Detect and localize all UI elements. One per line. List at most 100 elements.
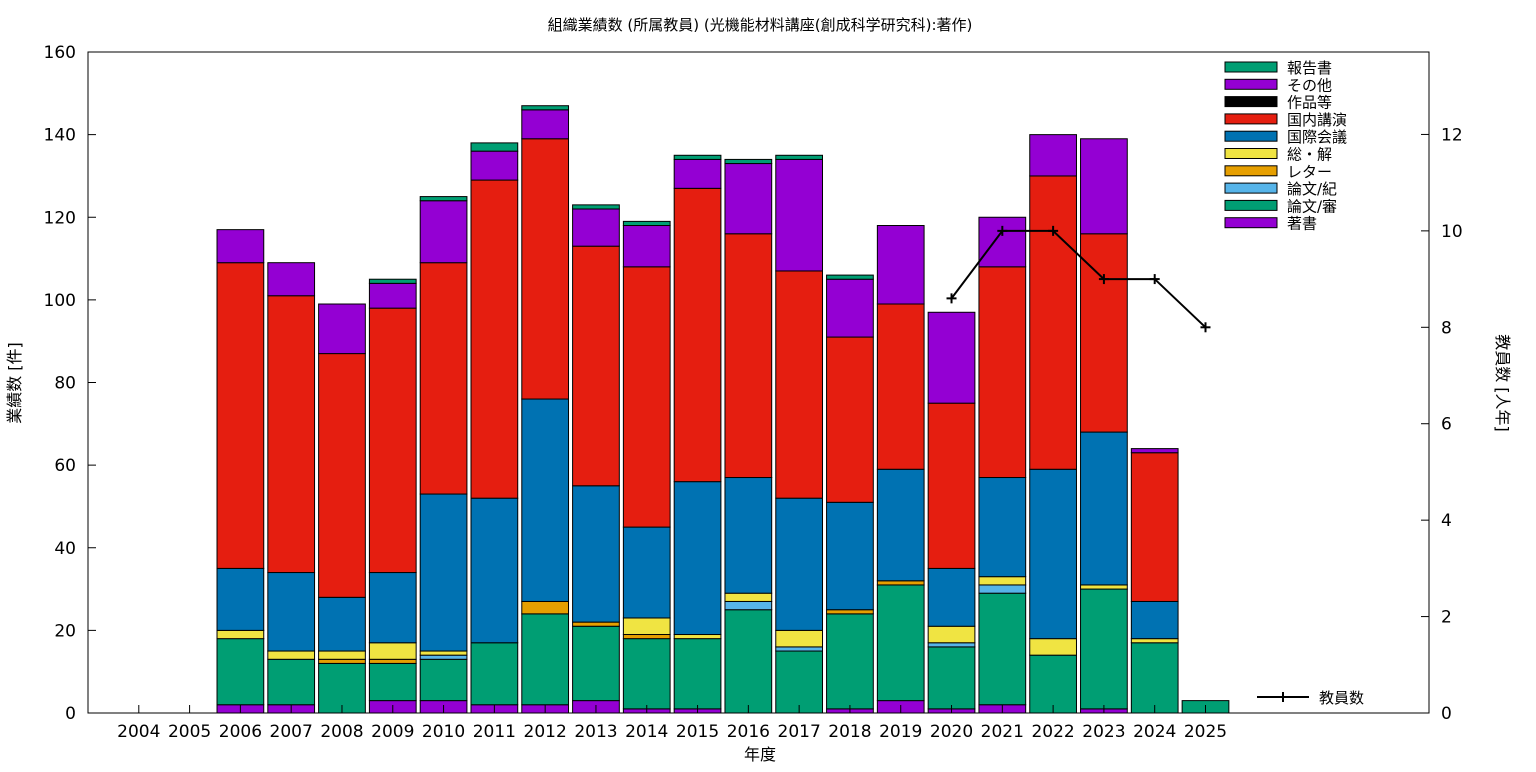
bar-segment [724, 158, 773, 165]
bar-segment [876, 584, 925, 702]
bar-segment [216, 229, 265, 264]
bar-segment [1080, 588, 1128, 710]
x-tick-label: 2013 [574, 722, 617, 742]
bar-segment [826, 613, 874, 710]
bar-segment [216, 567, 265, 631]
bar-segment [368, 662, 417, 702]
bar-segment [673, 158, 722, 189]
faculty-count-point [1098, 274, 1109, 285]
ticks-layer: 0 20 40 60 80 100 120 140 160 0 2 4 6 8 10 12 2004 2005 20… [44, 43, 1463, 742]
bar-segment [368, 642, 417, 660]
bar-segment [876, 580, 925, 586]
bar-segment [1080, 431, 1128, 586]
bar-segment [318, 662, 366, 714]
bar-segment [470, 179, 519, 499]
bar-segment [216, 262, 265, 569]
bar-segment [622, 220, 671, 227]
bar-segment [572, 245, 620, 487]
legend-swatch [1224, 61, 1278, 73]
y-tick-label: 140 [44, 126, 76, 146]
bar-segment [572, 625, 620, 702]
bar-segment [876, 303, 925, 470]
bar-segment [1130, 642, 1179, 714]
bar-segment [673, 634, 722, 640]
x-tick-label: 2019 [879, 722, 922, 742]
bar-segment [267, 262, 316, 297]
bar-segment [622, 225, 671, 268]
bar-segment [572, 204, 620, 210]
y2-tick-label: 2 [1441, 608, 1452, 628]
legend-label: 作品等 [1287, 94, 1332, 112]
x-tick-label: 2017 [778, 722, 821, 742]
y2-tick-label: 8 [1441, 318, 1452, 338]
legend-label: その他 [1287, 76, 1332, 94]
bar-segment [622, 634, 671, 640]
x-tick-label: 2015 [676, 722, 719, 742]
bar-segment [1080, 233, 1128, 433]
x-tick-label: 2016 [727, 722, 770, 742]
bar-segment [927, 646, 976, 710]
bar-segment [419, 650, 468, 656]
legend-swatch [1224, 182, 1278, 194]
bar-segment [1029, 175, 1077, 470]
bar-segment [267, 650, 316, 660]
legend-swatch [1224, 78, 1278, 90]
bar-segment [318, 353, 366, 598]
legend-swatch [1224, 217, 1278, 229]
legend-swatch [1224, 199, 1278, 211]
bar-segment [673, 187, 722, 483]
legend-swatch [1224, 130, 1278, 142]
bar-segment [521, 138, 570, 400]
y-tick-label: 40 [54, 539, 76, 559]
x-tick-label: 2014 [625, 722, 668, 742]
bar-segment [622, 266, 671, 528]
bar-segment [724, 233, 773, 479]
bar-segment [775, 650, 824, 714]
bar-segment [724, 163, 773, 235]
bar-segment [927, 567, 976, 627]
legend-label: 報告書 [1287, 59, 1332, 77]
bars-layer [216, 105, 1230, 714]
bar-segment [673, 154, 722, 160]
x-tick-label: 2007 [270, 722, 313, 742]
legend-swatch [1224, 113, 1278, 125]
bar-segment [724, 592, 773, 602]
x-tick-label: 2008 [320, 722, 363, 742]
chart-title: 組織業績数 (所属教員) (光機能材料講座(創成科学研究科):著作) [548, 16, 973, 34]
bar-segment [1029, 134, 1077, 177]
bar-segment [572, 621, 620, 627]
x-tick-label: 2025 [1184, 722, 1227, 742]
y2-tick-label: 10 [1441, 222, 1463, 242]
y2-axis-title: 教員数 [人年] [1493, 334, 1512, 432]
faculty-count-point [1048, 225, 1059, 236]
legend-label: 国内講演 [1287, 111, 1347, 129]
y-tick-label: 120 [44, 208, 76, 228]
bar-segment [521, 600, 570, 615]
bar-segment [318, 596, 366, 652]
x-tick-label: 2023 [1082, 722, 1125, 742]
bar-segment [826, 274, 874, 280]
x-tick-label: 2009 [371, 722, 414, 742]
bar-segment [368, 572, 417, 644]
bar-segment [978, 584, 1027, 594]
faculty-count-point [1200, 322, 1211, 333]
bar-segment [826, 336, 874, 503]
x-tick-label: 2022 [1031, 722, 1074, 742]
x-tick-label: 2024 [1133, 722, 1176, 742]
bar-segment [318, 303, 366, 355]
legend-label: 著書 [1287, 215, 1317, 233]
y-tick-label: 20 [54, 621, 76, 641]
bar-segment [724, 477, 773, 594]
bar-segment [419, 200, 468, 264]
bar-segment [876, 468, 925, 582]
bar-segment [1029, 468, 1077, 640]
bar-segment [470, 150, 519, 181]
bar-segment [622, 617, 671, 635]
y-tick-label: 100 [44, 291, 76, 311]
faculty-count-point [946, 293, 957, 304]
legend-label: 国際会議 [1287, 128, 1347, 146]
y2-tick-label: 0 [1441, 704, 1452, 724]
bar-segment [775, 270, 824, 499]
bar-segment [927, 311, 976, 404]
bar-segment [267, 572, 316, 652]
